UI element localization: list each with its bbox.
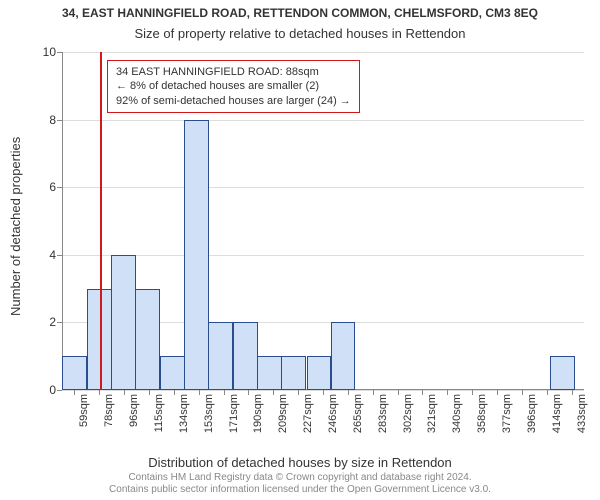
x-tick-label: 190sqm <box>252 394 264 433</box>
x-tick-mark <box>149 390 150 395</box>
x-tick-mark <box>348 390 349 395</box>
x-tick-mark <box>224 390 225 395</box>
histogram-bar <box>550 356 575 390</box>
x-tick-label: 171sqm <box>228 394 240 433</box>
x-tick-label: 321sqm <box>426 394 438 433</box>
chart-container: { "title_line1": "34, EAST HANNINGFIELD … <box>0 0 600 500</box>
x-tick-mark <box>497 390 498 395</box>
histogram-bar <box>233 322 258 390</box>
gridline <box>62 187 584 188</box>
histogram-bar <box>135 289 160 390</box>
x-tick-mark <box>422 390 423 395</box>
annotation-line: ← 8% of detached houses are smaller (2) <box>116 79 351 93</box>
x-tick-label: 283sqm <box>377 394 389 433</box>
annotation-box: 34 EAST HANNINGFIELD ROAD: 88sqm← 8% of … <box>107 60 360 113</box>
reference-line <box>100 52 102 390</box>
x-axis-label: Distribution of detached houses by size … <box>0 455 600 470</box>
y-axis-label: Number of detached properties <box>8 137 23 316</box>
chart-subtitle: Size of property relative to detached ho… <box>0 26 600 41</box>
x-tick-mark <box>323 390 324 395</box>
x-tick-mark <box>74 390 75 395</box>
gridline <box>62 120 584 121</box>
histogram-bar <box>257 356 282 390</box>
x-tick-label: 153sqm <box>203 394 215 433</box>
x-tick-label: 396sqm <box>526 394 538 433</box>
x-tick-mark <box>373 390 374 395</box>
y-tick-label: 2 <box>49 315 56 329</box>
x-tick-label: 358sqm <box>476 394 488 433</box>
x-tick-label: 134sqm <box>178 394 190 433</box>
x-tick-label: 302sqm <box>402 394 414 433</box>
footer-line-2: Contains public sector information licen… <box>0 484 600 496</box>
x-tick-label: 227sqm <box>302 394 314 433</box>
plot-area: 024681059sqm78sqm96sqm115sqm134sqm153sqm… <box>62 52 584 390</box>
chart-address-title: 34, EAST HANNINGFIELD ROAD, RETTENDON CO… <box>0 6 600 20</box>
x-tick-label: 340sqm <box>451 394 463 433</box>
x-tick-label: 209sqm <box>277 394 289 433</box>
x-tick-label: 59sqm <box>78 394 90 427</box>
y-tick-label: 0 <box>49 383 56 397</box>
x-tick-mark <box>273 390 274 395</box>
histogram-bar <box>160 356 185 390</box>
y-axis <box>62 52 63 390</box>
annotation-line: 34 EAST HANNINGFIELD ROAD: 88sqm <box>116 65 351 79</box>
x-tick-mark <box>472 390 473 395</box>
y-tick-label: 4 <box>49 248 56 262</box>
x-tick-mark <box>99 390 100 395</box>
x-tick-mark <box>174 390 175 395</box>
x-tick-label: 115sqm <box>153 394 165 432</box>
footer-line-1: Contains HM Land Registry data © Crown c… <box>0 472 600 484</box>
x-tick-mark <box>522 390 523 395</box>
x-tick-mark <box>124 390 125 395</box>
histogram-bar <box>307 356 332 390</box>
x-tick-mark <box>298 390 299 395</box>
x-tick-mark <box>447 390 448 395</box>
annotation-line: 92% of semi-detached houses are larger (… <box>116 94 351 108</box>
x-tick-label: 78sqm <box>103 394 115 427</box>
gridline <box>62 52 584 53</box>
histogram-bar <box>111 255 136 390</box>
y-tick-mark <box>57 390 62 391</box>
histogram-bar <box>62 356 87 390</box>
x-tick-label: 246sqm <box>327 394 339 433</box>
histogram-bar <box>331 322 356 390</box>
x-tick-mark <box>199 390 200 395</box>
y-tick-label: 6 <box>49 180 56 194</box>
x-tick-label: 265sqm <box>352 394 364 433</box>
x-tick-mark <box>572 390 573 395</box>
x-tick-label: 433sqm <box>576 394 588 433</box>
x-tick-mark <box>547 390 548 395</box>
histogram-bar <box>281 356 306 390</box>
x-tick-mark <box>398 390 399 395</box>
chart-footer: Contains HM Land Registry data © Crown c… <box>0 472 600 496</box>
y-tick-label: 10 <box>43 45 56 59</box>
x-tick-label: 96sqm <box>128 394 140 427</box>
x-tick-label: 414sqm <box>551 394 563 433</box>
y-tick-label: 8 <box>49 113 56 127</box>
histogram-bar <box>208 322 233 390</box>
x-tick-mark <box>248 390 249 395</box>
gridline <box>62 255 584 256</box>
x-tick-label: 377sqm <box>501 394 513 433</box>
histogram-bar <box>184 120 209 390</box>
